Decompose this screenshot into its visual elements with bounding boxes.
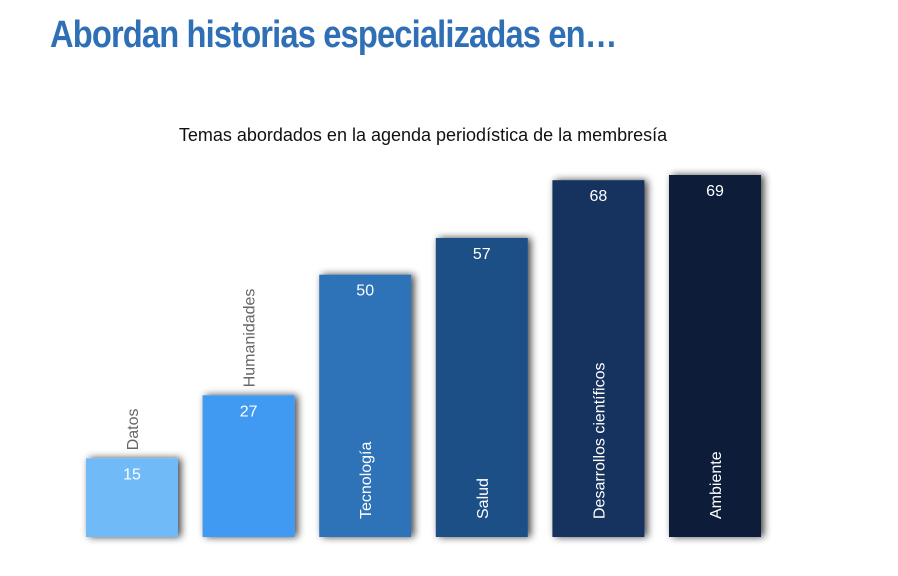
- category-label-5: Ambiente: [708, 451, 725, 519]
- bar-0: [86, 458, 178, 537]
- bar-2: [319, 274, 412, 537]
- value-label-1: 27: [240, 403, 258, 420]
- bar-5: [669, 175, 761, 537]
- chart-title: Temas abordados en la agenda periodístic…: [178, 125, 668, 145]
- bars-group: 15 Datos 27 Humanidades 50 Tecnología 57 Salud 6…: [86, 175, 761, 537]
- bar-4: [552, 180, 645, 537]
- bar-1: [202, 395, 295, 537]
- value-label-4: 68: [590, 188, 608, 205]
- category-label-0: Datos: [125, 409, 142, 451]
- value-label-0: 15: [123, 466, 141, 483]
- slide-title: Abordan historias especializadas en…: [50, 14, 617, 56]
- category-label-3: Salud: [475, 478, 492, 519]
- bar-3: [435, 238, 528, 537]
- category-label-2: Tecnología: [358, 442, 375, 519]
- value-label-2: 50: [356, 283, 374, 300]
- category-label-1: Humanidades: [242, 289, 259, 388]
- category-label-4: Desarrollos científicos: [591, 363, 608, 520]
- value-label-5: 69: [706, 183, 724, 200]
- value-label-3: 57: [473, 246, 491, 263]
